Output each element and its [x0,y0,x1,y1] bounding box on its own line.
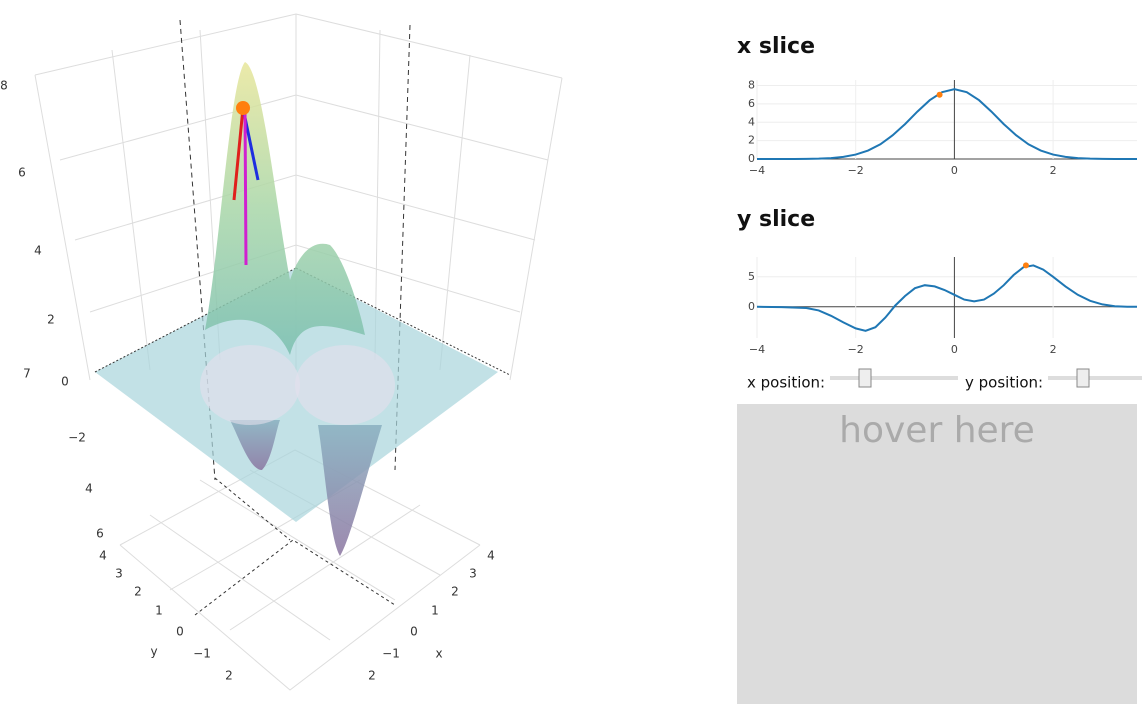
x-tick-label: −4 [749,343,765,356]
y-tick-label: 0 [748,152,755,165]
axis-label-3d: 3 [115,567,123,581]
marker [1022,262,1029,269]
x-tick-label: −4 [749,164,765,177]
x-tick-label: 0 [951,164,958,177]
chart-title: y slice [737,207,815,232]
y-tick-label: 6 [748,97,755,110]
axis-label-3d: 4 [99,549,107,563]
axis-label-3d: −1 [382,647,400,661]
hover-text: hover here [839,410,1035,451]
axis-label-3d: 4 [34,244,42,258]
y-slider[interactable] [1048,368,1142,388]
axis-label-3d: 2 [134,585,142,599]
x-slider[interactable] [830,368,958,388]
line [756,264,1137,332]
axis-label-3d: 6 [96,527,104,541]
axis-label-3d: 4 [85,482,93,496]
y-tick-label: 4 [748,115,755,128]
axis-label-3d: 1 [155,604,163,618]
x-tick-label: 0 [951,343,958,356]
axis-label-3d: 8 [0,79,8,93]
axis-label-3d: 0 [61,375,69,389]
y-tick-label: 0 [748,300,755,313]
axis-label-3d: 4 [487,549,495,563]
x-tick-label: −2 [848,343,864,356]
axis-label-3d: 6 [18,166,26,180]
axis-label-3d: 1 [431,604,439,618]
axis-label-3d: −2 [68,431,86,445]
axis-label-3d: 2 [225,669,233,683]
axis-label-3d: 2 [368,669,376,683]
x-tick-label: 2 [1050,164,1057,177]
marker [936,91,943,98]
axis-label-3d: 2 [47,313,55,327]
axis-label-3d: −1 [193,647,211,661]
y-slider-label: y position: [965,374,1043,392]
x-slider-label: x position: [747,374,825,392]
y-tick-label: 8 [748,79,755,92]
chart-title: x slice [737,34,815,59]
line [757,88,1137,160]
y-tick-label: 5 [748,270,755,283]
hover-area[interactable] [737,404,1137,704]
axis-label-3d: x [435,647,442,661]
y-tick-label: 2 [748,134,755,147]
axis-label-3d: 3 [469,567,477,581]
x-tick-label: 2 [1050,343,1057,356]
axis-label-3d: 2 [451,585,459,599]
axis-label-3d: y [150,645,157,659]
axis-label-3d: 7 [23,367,31,381]
x-tick-label: −2 [848,164,864,177]
axis-label-3d: 0 [176,625,184,639]
axis-label-3d: 0 [410,625,418,639]
